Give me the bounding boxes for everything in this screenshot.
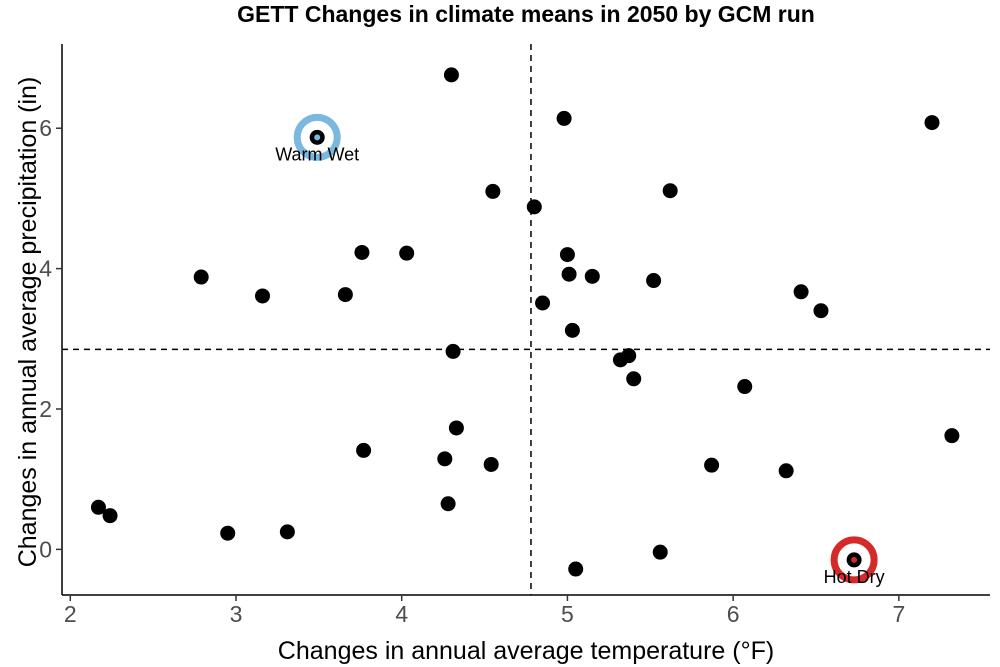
data-point bbox=[443, 67, 459, 83]
data-point bbox=[356, 442, 372, 458]
data-point bbox=[448, 420, 464, 436]
data-point bbox=[924, 115, 940, 131]
data-point bbox=[621, 348, 637, 364]
reference-lines bbox=[62, 44, 990, 595]
data-point bbox=[90, 499, 106, 515]
data-point bbox=[626, 371, 642, 387]
y-tick-label: 0 bbox=[39, 536, 52, 562]
data-point bbox=[220, 525, 236, 541]
chart-title: GETT Changes in climate means in 2050 by… bbox=[237, 1, 815, 27]
x-tick-label: 7 bbox=[892, 601, 905, 627]
data-point bbox=[584, 268, 600, 284]
data-point bbox=[445, 343, 461, 359]
x-tick-label: 3 bbox=[230, 601, 243, 627]
x-tick-label: 6 bbox=[727, 601, 740, 627]
y-tick-label: 4 bbox=[39, 256, 52, 282]
data-point bbox=[437, 451, 453, 467]
data-point bbox=[440, 496, 456, 512]
data-point bbox=[485, 183, 501, 199]
data-point bbox=[483, 456, 499, 472]
annotation-label: Warm Wet bbox=[275, 144, 359, 164]
x-axis-title: Changes in annual average temperature (°… bbox=[278, 637, 774, 665]
data-point bbox=[944, 428, 960, 444]
data-point bbox=[564, 322, 580, 338]
data-points bbox=[90, 67, 960, 577]
highlight-center-dot bbox=[314, 134, 321, 141]
data-point bbox=[255, 288, 271, 304]
data-point bbox=[279, 524, 295, 540]
y-tick-label: 2 bbox=[39, 396, 52, 422]
data-point bbox=[354, 244, 370, 260]
data-point bbox=[568, 561, 584, 577]
data-point bbox=[813, 303, 829, 319]
data-point bbox=[399, 245, 415, 261]
highlight-ring-hot-dry bbox=[830, 536, 878, 584]
x-tick-label: 5 bbox=[561, 601, 574, 627]
data-point bbox=[704, 457, 720, 473]
data-point bbox=[535, 295, 551, 311]
data-point bbox=[337, 287, 353, 303]
y-axis-ticks: 0 2 4 6 bbox=[39, 115, 62, 562]
data-point bbox=[526, 199, 542, 215]
highlight-ring-warm-wet bbox=[293, 113, 341, 161]
y-tick-label: 6 bbox=[39, 115, 52, 141]
data-point bbox=[556, 110, 572, 126]
data-point bbox=[662, 183, 678, 199]
data-point bbox=[778, 463, 794, 479]
highlight-rings bbox=[293, 113, 878, 584]
data-point bbox=[559, 247, 575, 263]
data-point bbox=[646, 273, 662, 289]
point-annotations: Warm Wet Hot Dry bbox=[275, 134, 885, 587]
x-axis-ticks: 2 3 4 5 6 7 bbox=[64, 595, 905, 627]
highlight-center-dot bbox=[851, 556, 858, 563]
axes bbox=[61, 44, 990, 596]
data-point bbox=[737, 379, 753, 395]
x-tick-label: 2 bbox=[64, 601, 77, 627]
data-point bbox=[793, 284, 809, 300]
data-point bbox=[102, 508, 118, 524]
y-axis-title: Changes in annual average precipitation … bbox=[14, 77, 42, 568]
annotation-label: Hot Dry bbox=[824, 567, 885, 587]
data-point bbox=[561, 266, 577, 282]
x-tick-label: 4 bbox=[395, 601, 408, 627]
data-point bbox=[652, 544, 668, 560]
data-point bbox=[193, 269, 209, 285]
